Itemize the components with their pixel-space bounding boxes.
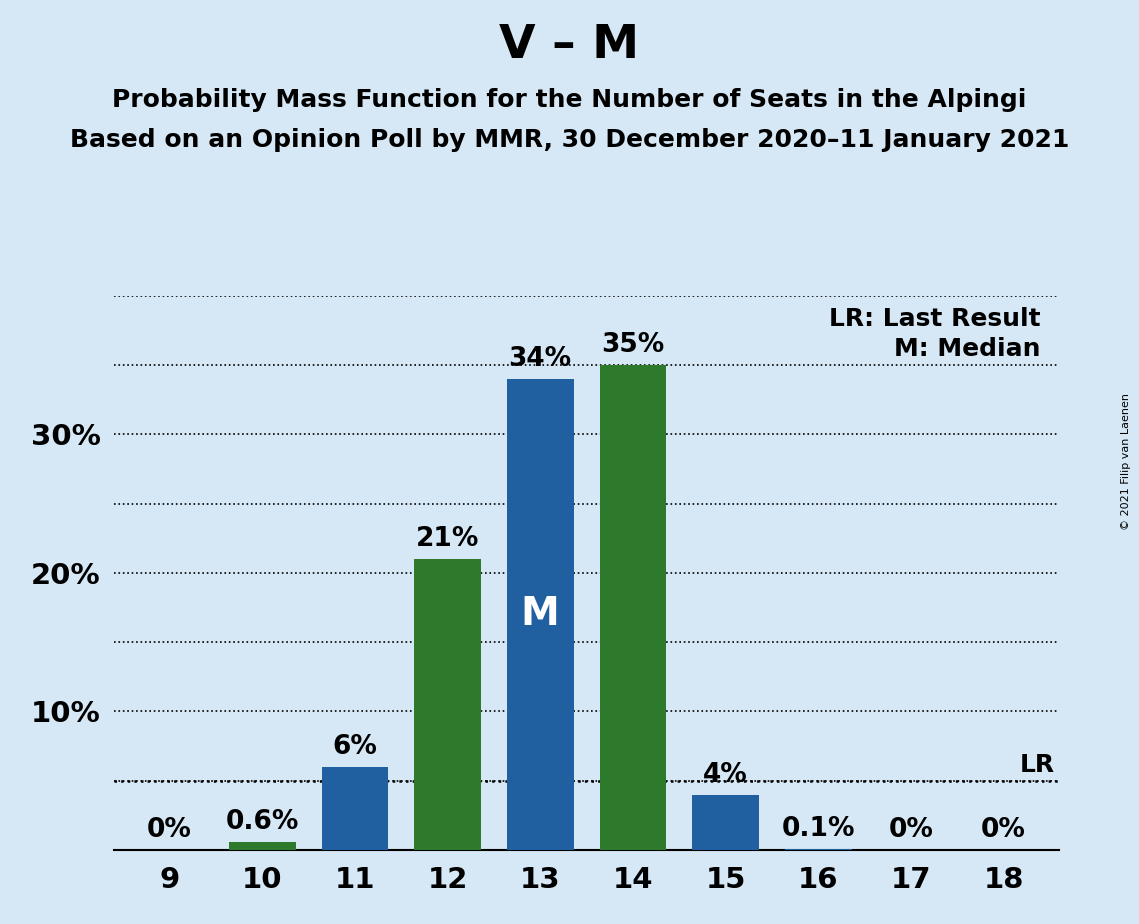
Text: 35%: 35%: [601, 332, 664, 359]
Bar: [321, 767, 388, 850]
Text: M: Median: M: Median: [894, 337, 1041, 361]
Text: 0%: 0%: [981, 817, 1026, 843]
Text: 0%: 0%: [147, 817, 192, 843]
Text: 4%: 4%: [703, 761, 748, 787]
Text: 0.1%: 0.1%: [781, 816, 855, 842]
Text: 6%: 6%: [333, 734, 377, 760]
Bar: [415, 559, 481, 850]
Text: 0%: 0%: [888, 817, 934, 843]
Text: LR: LR: [1019, 753, 1055, 776]
Bar: [693, 795, 759, 850]
Bar: [507, 379, 574, 850]
Bar: [229, 842, 295, 850]
Text: M: M: [521, 595, 559, 634]
Text: 21%: 21%: [416, 526, 480, 552]
Text: LR: Last Result: LR: Last Result: [829, 307, 1041, 331]
Bar: [785, 848, 852, 850]
Text: 0.6%: 0.6%: [226, 808, 298, 835]
Bar: [599, 365, 666, 850]
Text: V – M: V – M: [499, 23, 640, 68]
Text: Based on an Opinion Poll by MMR, 30 December 2020–11 January 2021: Based on an Opinion Poll by MMR, 30 Dece…: [69, 128, 1070, 152]
Text: Probability Mass Function for the Number of Seats in the Alpingi: Probability Mass Function for the Number…: [113, 88, 1026, 112]
Text: 34%: 34%: [509, 346, 572, 372]
Text: © 2021 Filip van Laenen: © 2021 Filip van Laenen: [1121, 394, 1131, 530]
